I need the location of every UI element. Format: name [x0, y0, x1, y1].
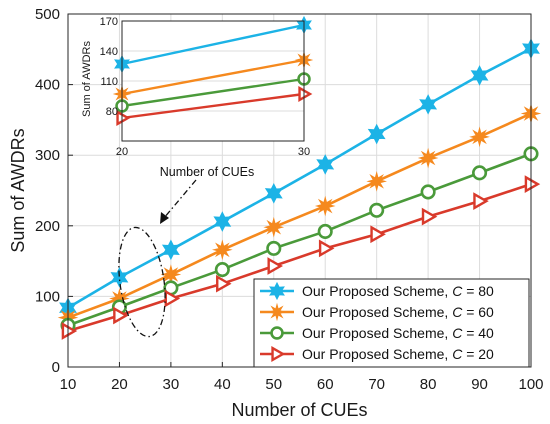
- inset-series-3-point: [298, 85, 313, 103]
- y-tick-label: 0: [52, 359, 60, 376]
- inset-y-tick-label: 170: [100, 16, 118, 28]
- x-tick-label: 40: [214, 376, 231, 393]
- series-3-point: [318, 239, 335, 258]
- main-series-lines: [67, 47, 532, 333]
- series-1-point: [366, 171, 387, 192]
- inset-series-line-1: [121, 58, 305, 96]
- inset-x-tick-label: 30: [298, 146, 310, 158]
- series-2-point: [369, 202, 385, 218]
- y-tick-label: 100: [35, 288, 60, 305]
- inset-tick-labels: 20 30 80 110 140 170: [100, 16, 310, 158]
- series-0-point: [419, 94, 438, 115]
- inset-series-line-0: [121, 23, 305, 66]
- y-tick-label: 200: [35, 218, 60, 235]
- x-tick-label: 20: [111, 376, 128, 393]
- x-tick-label: 80: [420, 376, 437, 393]
- legend-marker-0: [269, 281, 285, 301]
- inset-series-lines: [121, 23, 305, 120]
- x-tick-label: 50: [265, 376, 282, 393]
- series-3-point: [61, 322, 78, 340]
- series-2-point: [214, 262, 230, 278]
- series-0-point: [110, 267, 129, 288]
- legend-marker-3: [271, 345, 286, 363]
- series-1-point: [212, 239, 233, 261]
- series-2-point: [472, 165, 488, 181]
- legend-label-2: Our Proposed Scheme, C = 40: [302, 325, 494, 341]
- inset-y-tick-label: 110: [100, 76, 118, 88]
- inset-plot-frame: [121, 20, 305, 142]
- inset-y-tick-label: 80: [106, 106, 118, 118]
- inset-series-line-2: [121, 77, 305, 108]
- y-tick-label: 400: [35, 77, 60, 94]
- y-tick-label: 500: [35, 6, 60, 23]
- series-2-point: [317, 223, 333, 239]
- annotation-ellipse: [118, 226, 166, 338]
- series-1-point: [417, 147, 439, 169]
- x-tick-label: 10: [60, 376, 77, 393]
- series-3-point: [267, 257, 283, 275]
- series-1-point: [263, 216, 285, 238]
- series-line-1: [67, 112, 532, 319]
- series-0-point: [470, 65, 489, 86]
- legend-marker-1: [267, 302, 287, 322]
- main-tick-labels: 10 20 30 40 50 60 70 80 90 100 0 100 200 300 400 500: [35, 6, 544, 393]
- series-3-point: [370, 225, 386, 244]
- inset-series-line-3: [121, 92, 305, 120]
- x-tick-label: 60: [317, 376, 334, 393]
- annotation-arrowhead: [160, 212, 169, 224]
- series-3-point: [164, 289, 181, 308]
- series-3-point: [473, 192, 489, 210]
- annotation-arrow: [163, 179, 197, 219]
- series-0-point: [367, 123, 386, 145]
- x-tick-label: 100: [518, 376, 543, 393]
- x-axis-label: Number of CUEs: [231, 400, 367, 420]
- series-0-point: [264, 183, 283, 204]
- legend: Our Proposed Scheme, C = 80 Our Proposed …: [253, 278, 530, 368]
- series-2-point: [266, 240, 282, 256]
- inset-y-axis-label: Sum of AWDRs: [81, 41, 93, 117]
- series-1-point: [314, 195, 336, 217]
- series-0-point: [316, 154, 335, 175]
- inset-y-tick-label: 140: [100, 46, 118, 58]
- series-0-point: [213, 211, 232, 232]
- x-tick-label: 70: [368, 376, 385, 393]
- inset-x-tick-label: 20: [116, 146, 128, 158]
- series-1-point: [469, 126, 490, 148]
- x-tick-label: 90: [471, 376, 488, 393]
- series-3-point: [113, 306, 129, 325]
- series-0-point: [161, 239, 180, 261]
- inset-series-3-point: [116, 109, 131, 127]
- legend-label-0: Our Proposed Scheme, C = 80: [302, 283, 494, 299]
- series-line-0: [67, 47, 532, 309]
- inset-chart: 20 30 80 110 140 170 Sum of AWDRs: [81, 15, 314, 158]
- series-2-point: [420, 184, 436, 200]
- series-3-point: [524, 175, 541, 194]
- legend-items: Our Proposed Scheme, C = 80 Our Proposed …: [260, 281, 494, 363]
- series-3-point: [216, 274, 232, 293]
- y-tick-label: 300: [35, 147, 60, 164]
- legend-box: [253, 278, 530, 368]
- series-line-3: [67, 182, 532, 333]
- legend-marker-2: [270, 326, 284, 340]
- x-tick-label: 30: [163, 376, 180, 393]
- legend-label-1: Our Proposed Scheme, C = 60: [302, 304, 494, 320]
- y-axis-label: Sum of AWDRs: [8, 128, 28, 252]
- annotation: Number of CUEs: [118, 165, 254, 338]
- series-line-2: [67, 152, 532, 327]
- legend-label-3: Our Proposed Scheme, C = 20: [302, 346, 494, 362]
- annotation-text: Number of CUEs: [160, 165, 254, 179]
- series-3-point: [421, 207, 438, 226]
